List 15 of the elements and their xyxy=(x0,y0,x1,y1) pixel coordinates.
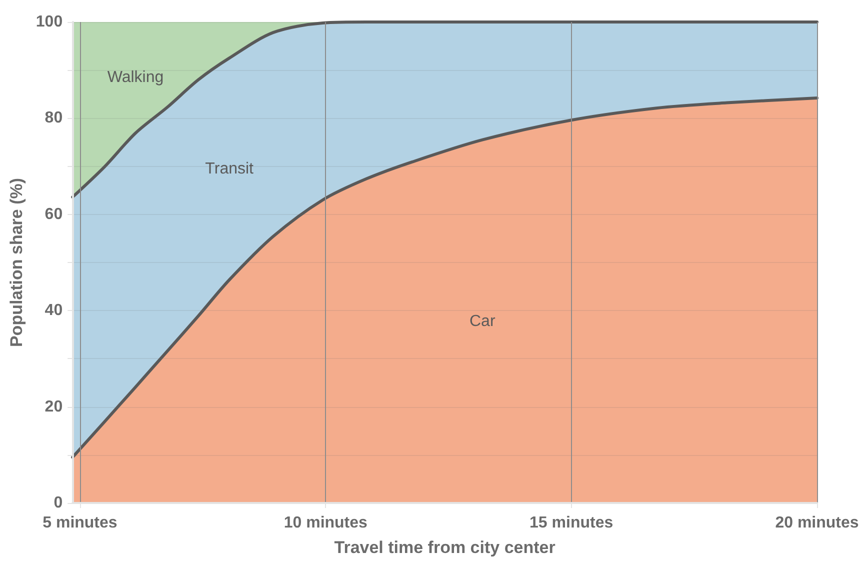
y-tick-label: 100 xyxy=(36,14,63,30)
x-axis-title: Travel time from city center xyxy=(334,538,556,557)
y-tick-label: 60 xyxy=(44,206,63,223)
y-tick-label: 40 xyxy=(44,302,63,320)
series-label: Transit xyxy=(205,160,254,178)
x-tick-label: 10 minutes xyxy=(284,514,368,532)
y-axis-title: Population share (%) xyxy=(7,178,26,348)
y-tick-label: 80 xyxy=(44,110,63,127)
x-tick-label: 20 minutes xyxy=(775,514,859,532)
x-tick-label: 15 minutes xyxy=(530,514,614,532)
y-tick-label: 0 xyxy=(54,494,63,512)
x-tick-label: 5 minutes xyxy=(42,514,118,532)
series-label: Walking xyxy=(107,69,164,86)
series-label: Car xyxy=(469,312,496,330)
y-tick-label: 20 xyxy=(44,398,63,416)
